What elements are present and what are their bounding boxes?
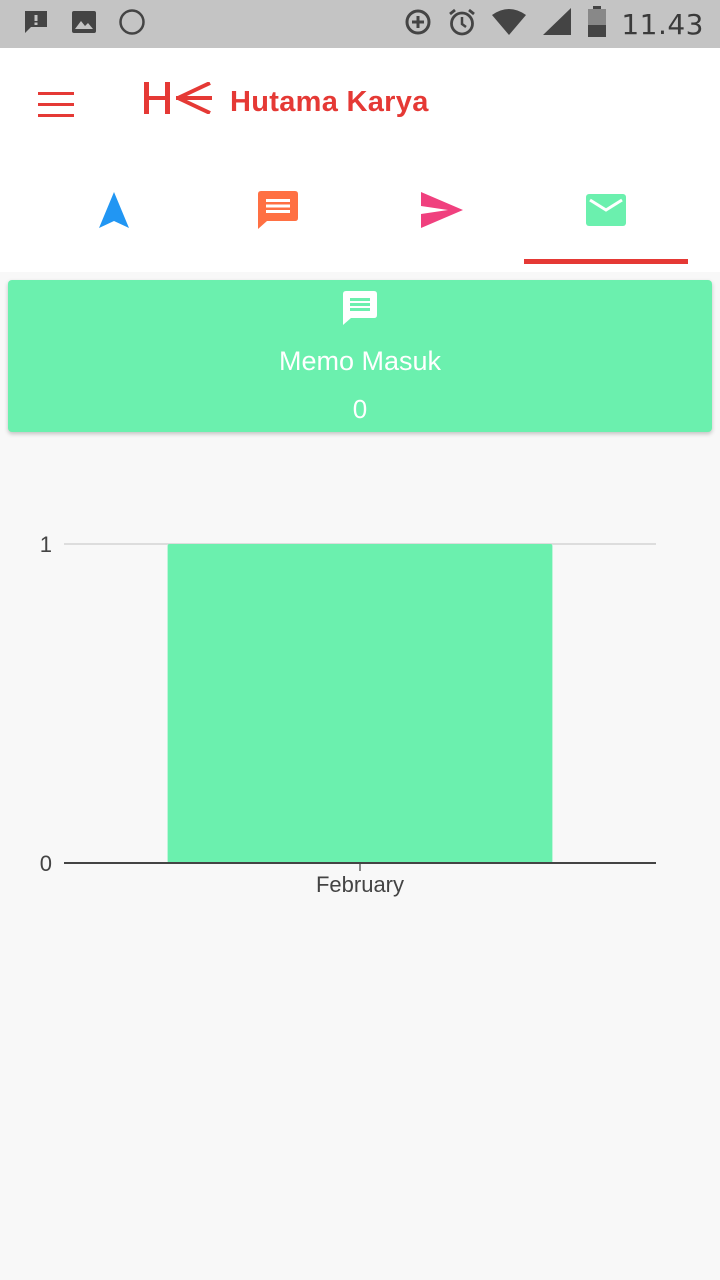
image-icon bbox=[70, 8, 98, 41]
tab-indicator bbox=[524, 259, 688, 264]
data-saver-icon bbox=[403, 7, 433, 42]
bar-chart: 0 1 February bbox=[0, 480, 720, 920]
hk-logo bbox=[144, 81, 214, 119]
chart-y-tick-label: 1 bbox=[40, 532, 52, 557]
circle-icon bbox=[118, 8, 146, 41]
message-icon bbox=[342, 290, 378, 331]
app-bar: Hutama Karya bbox=[0, 48, 720, 160]
chart-canvas: 0 1 February bbox=[40, 532, 656, 897]
status-bar-clock: 11.43 bbox=[621, 7, 704, 41]
chart-y-tick-label: 0 bbox=[40, 851, 52, 876]
mail-icon bbox=[585, 193, 627, 232]
status-bar-notifications bbox=[22, 8, 146, 41]
battery-icon bbox=[587, 5, 607, 43]
message-icon bbox=[257, 190, 299, 235]
status-bar: 11.43 bbox=[0, 0, 720, 48]
card-count: 0 bbox=[352, 394, 368, 424]
alarm-icon bbox=[447, 7, 477, 42]
navigation-arrow-icon bbox=[97, 190, 131, 235]
chart-x-tick-label: February bbox=[316, 872, 404, 897]
tab-navigation[interactable] bbox=[32, 160, 196, 264]
brand-name: Hutama Karya bbox=[230, 86, 429, 118]
tab-send[interactable] bbox=[360, 160, 524, 264]
tab-bar bbox=[0, 160, 720, 272]
card-title: Memo Masuk bbox=[278, 346, 442, 376]
hamburger-menu-icon[interactable] bbox=[30, 82, 82, 126]
chart-bar bbox=[167, 544, 553, 863]
signal-icon bbox=[541, 7, 573, 42]
tab-messages[interactable] bbox=[196, 160, 360, 264]
wifi-icon bbox=[491, 7, 527, 42]
memo-masuk-card[interactable]: Memo Masuk 0 bbox=[8, 280, 712, 432]
status-bar-system: 11.43 bbox=[403, 5, 704, 43]
message-alert-icon bbox=[22, 8, 50, 41]
send-icon bbox=[420, 191, 464, 234]
tab-mail[interactable] bbox=[524, 160, 688, 264]
